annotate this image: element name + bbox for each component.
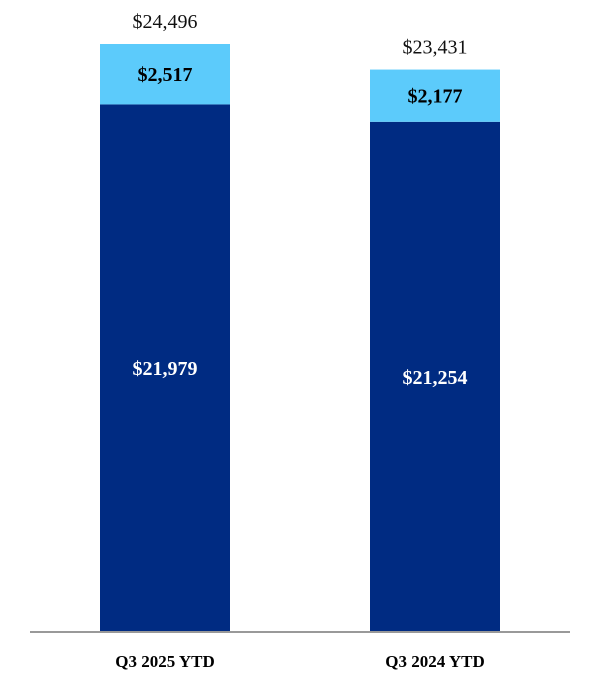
top-segment-label-0: $2,517	[138, 64, 193, 86]
total-label-0: $24,496	[133, 11, 198, 33]
total-label-1: $23,431	[403, 37, 468, 59]
top-segment-label-1: $2,177	[408, 86, 463, 108]
bar-base-segment-0	[100, 104, 230, 633]
base-segment-label-0: $21,979	[133, 358, 198, 380]
bar-base-segment-1	[370, 121, 500, 632]
bar-top-segment-0	[100, 44, 230, 105]
base-segment-label-1: $21,254	[403, 367, 468, 389]
category-label-0: Q3 2025 YTD	[115, 652, 215, 671]
labels-group: $21,979 $2,517 $24,496 Q3 2025 YTD $21,254 $2…	[115, 11, 485, 671]
category-label-1: Q3 2024 YTD	[385, 652, 485, 671]
bar-top-segment-1	[370, 69, 500, 122]
bars-group	[100, 44, 500, 633]
